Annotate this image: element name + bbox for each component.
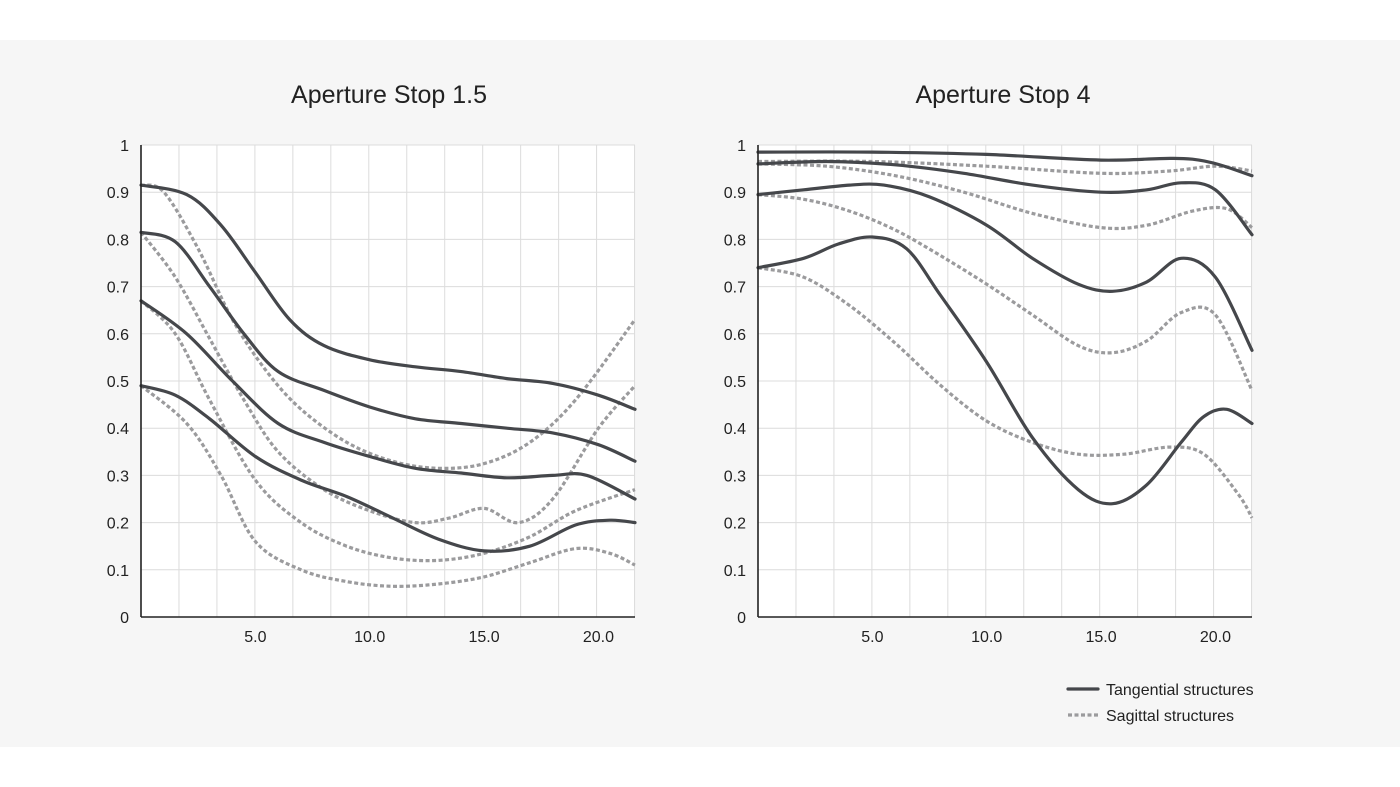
- x-tick-label: 5.0: [244, 629, 266, 646]
- series-group: [139, 183, 637, 588]
- y-tick-label: 0.2: [724, 516, 746, 533]
- y-tick-label: 0.2: [107, 516, 129, 533]
- chart-aperture-stop-1-5: 00.10.20.30.40.50.60.70.80.915.0 10.0 15.0…: [107, 81, 637, 646]
- y-tick-label: 0.7: [724, 280, 746, 297]
- x-tick-label: 20.0: [583, 629, 614, 646]
- legend: Tangential structures Sagittal structure…: [1066, 682, 1254, 725]
- series-group: [756, 150, 1254, 519]
- tangential-series-line: [139, 384, 637, 553]
- y-tick-label: 0.7: [107, 280, 129, 297]
- grid: [758, 144, 1253, 617]
- chart-title: Aperture Stop 1.5: [291, 81, 487, 109]
- y-tick-label: 0.5: [724, 374, 746, 391]
- tangential-series-line: [756, 159, 1254, 237]
- x-tick-label: 10.0: [354, 629, 385, 646]
- x-tick-label: 15.0: [1085, 629, 1116, 646]
- tangential-series-line: [139, 299, 637, 501]
- x-tick-label: 15.0: [468, 629, 499, 646]
- tangential-series-line: [756, 235, 1254, 506]
- tick-labels: 00.10.20.30.40.50.60.70.80.915.0 10.0 15.0…: [107, 138, 614, 646]
- y-tick-label: 0.1: [724, 563, 746, 580]
- sagittal-series-line: [140, 183, 637, 470]
- sagittal-series-line: [139, 231, 637, 525]
- sagittal-series-line: [757, 162, 1254, 231]
- chart-aperture-stop-4: 00.10.20.30.40.50.60.70.80.915.0 10.0 15.0…: [724, 81, 1254, 646]
- tangential-series-line: [756, 182, 1254, 352]
- tick-labels: 00.10.20.30.40.50.60.70.80.915.0 10.0 15.0…: [724, 138, 1231, 646]
- legend-label-sagittal: Sagittal structures: [1106, 708, 1234, 725]
- chart-title: Aperture Stop 4: [915, 81, 1090, 109]
- y-tick-label: 0.9: [107, 185, 129, 202]
- y-tick-label: 0.3: [107, 468, 129, 485]
- sagittal-series-line: [139, 299, 636, 563]
- legend-label-tangential: Tangential structures: [1106, 682, 1254, 699]
- tangential-series-line: [139, 183, 637, 411]
- y-tick-label: 0.8: [107, 232, 129, 249]
- sagittal-series-line: [757, 266, 1254, 519]
- y-tick-label: 0: [120, 610, 129, 627]
- x-tick-label: 10.0: [971, 629, 1002, 646]
- y-tick-label: 0.4: [724, 421, 746, 438]
- y-tick-label: 1: [737, 138, 746, 155]
- tangential-series-line: [756, 150, 1254, 178]
- y-tick-label: 0.1: [107, 563, 129, 580]
- y-tick-label: 0.8: [724, 232, 746, 249]
- y-tick-label: 0.6: [724, 327, 746, 344]
- y-tick-label: 0.3: [724, 468, 746, 485]
- x-tick-label: 5.0: [861, 629, 883, 646]
- y-tick-label: 1: [120, 138, 129, 155]
- y-tick-label: 0.6: [107, 327, 129, 344]
- tangential-series-line: [139, 230, 637, 463]
- y-tick-label: 0: [737, 610, 746, 627]
- y-tick-label: 0.9: [724, 185, 746, 202]
- y-tick-label: 0.4: [107, 421, 129, 438]
- sagittal-series-line: [757, 193, 1254, 392]
- x-tick-label: 20.0: [1200, 629, 1231, 646]
- y-tick-label: 0.5: [107, 374, 129, 391]
